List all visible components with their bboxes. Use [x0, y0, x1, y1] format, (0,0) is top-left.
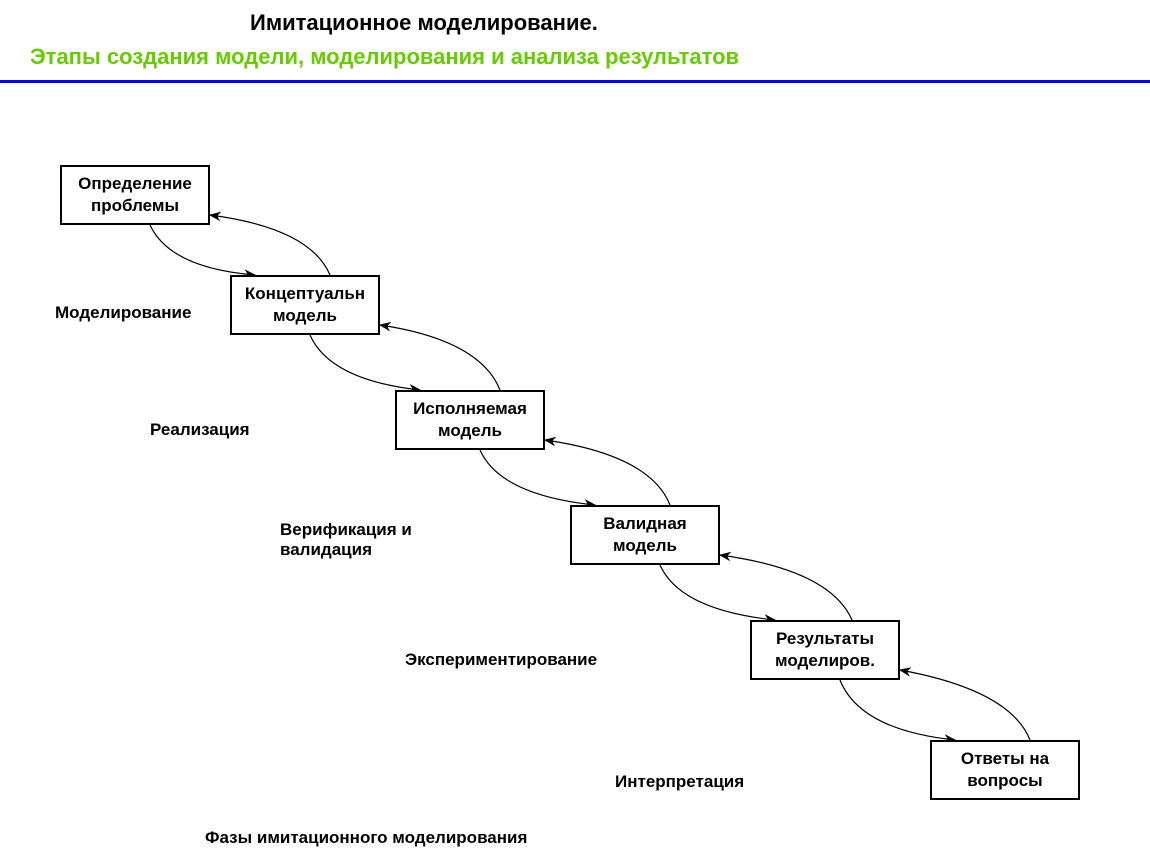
- flow-edge-5: [545, 440, 670, 505]
- flow-edge-0: [150, 225, 255, 275]
- flow-edge-7: [720, 555, 852, 620]
- flow-node-n1: Концептуальнмодель: [230, 275, 380, 335]
- phase-label-2: Верификация ивалидация: [280, 520, 412, 560]
- phase-label-4: Интерпретация: [615, 772, 744, 792]
- flow-edge-1: [210, 215, 330, 275]
- flow-node-n4: Результатымоделиров.: [750, 620, 900, 680]
- flow-node-n5: Ответы навопросы: [930, 740, 1080, 800]
- phase-label-1: Реализация: [150, 420, 250, 440]
- flow-edge-6: [660, 565, 775, 620]
- flow-edge-3: [380, 325, 500, 390]
- flow-edge-9: [900, 670, 1030, 740]
- header-divider: [0, 80, 1150, 83]
- flow-node-n2: Исполняемаямодель: [395, 390, 545, 450]
- phase-label-3: Экспериментирование: [405, 650, 597, 670]
- flow-edge-4: [480, 450, 595, 505]
- flow-edge-8: [840, 680, 955, 740]
- flow-node-n3: Валиднаямодель: [570, 505, 720, 565]
- page-subtitle: Этапы создания модели, моделирования и а…: [30, 44, 739, 70]
- phase-label-0: Моделирование: [55, 303, 191, 323]
- page-title: Имитационное моделирование.: [250, 10, 598, 36]
- flow-edge-2: [310, 335, 420, 390]
- diagram-caption: Фазы имитационного моделирования: [205, 828, 527, 848]
- flow-node-n0: Определениепроблемы: [60, 165, 210, 225]
